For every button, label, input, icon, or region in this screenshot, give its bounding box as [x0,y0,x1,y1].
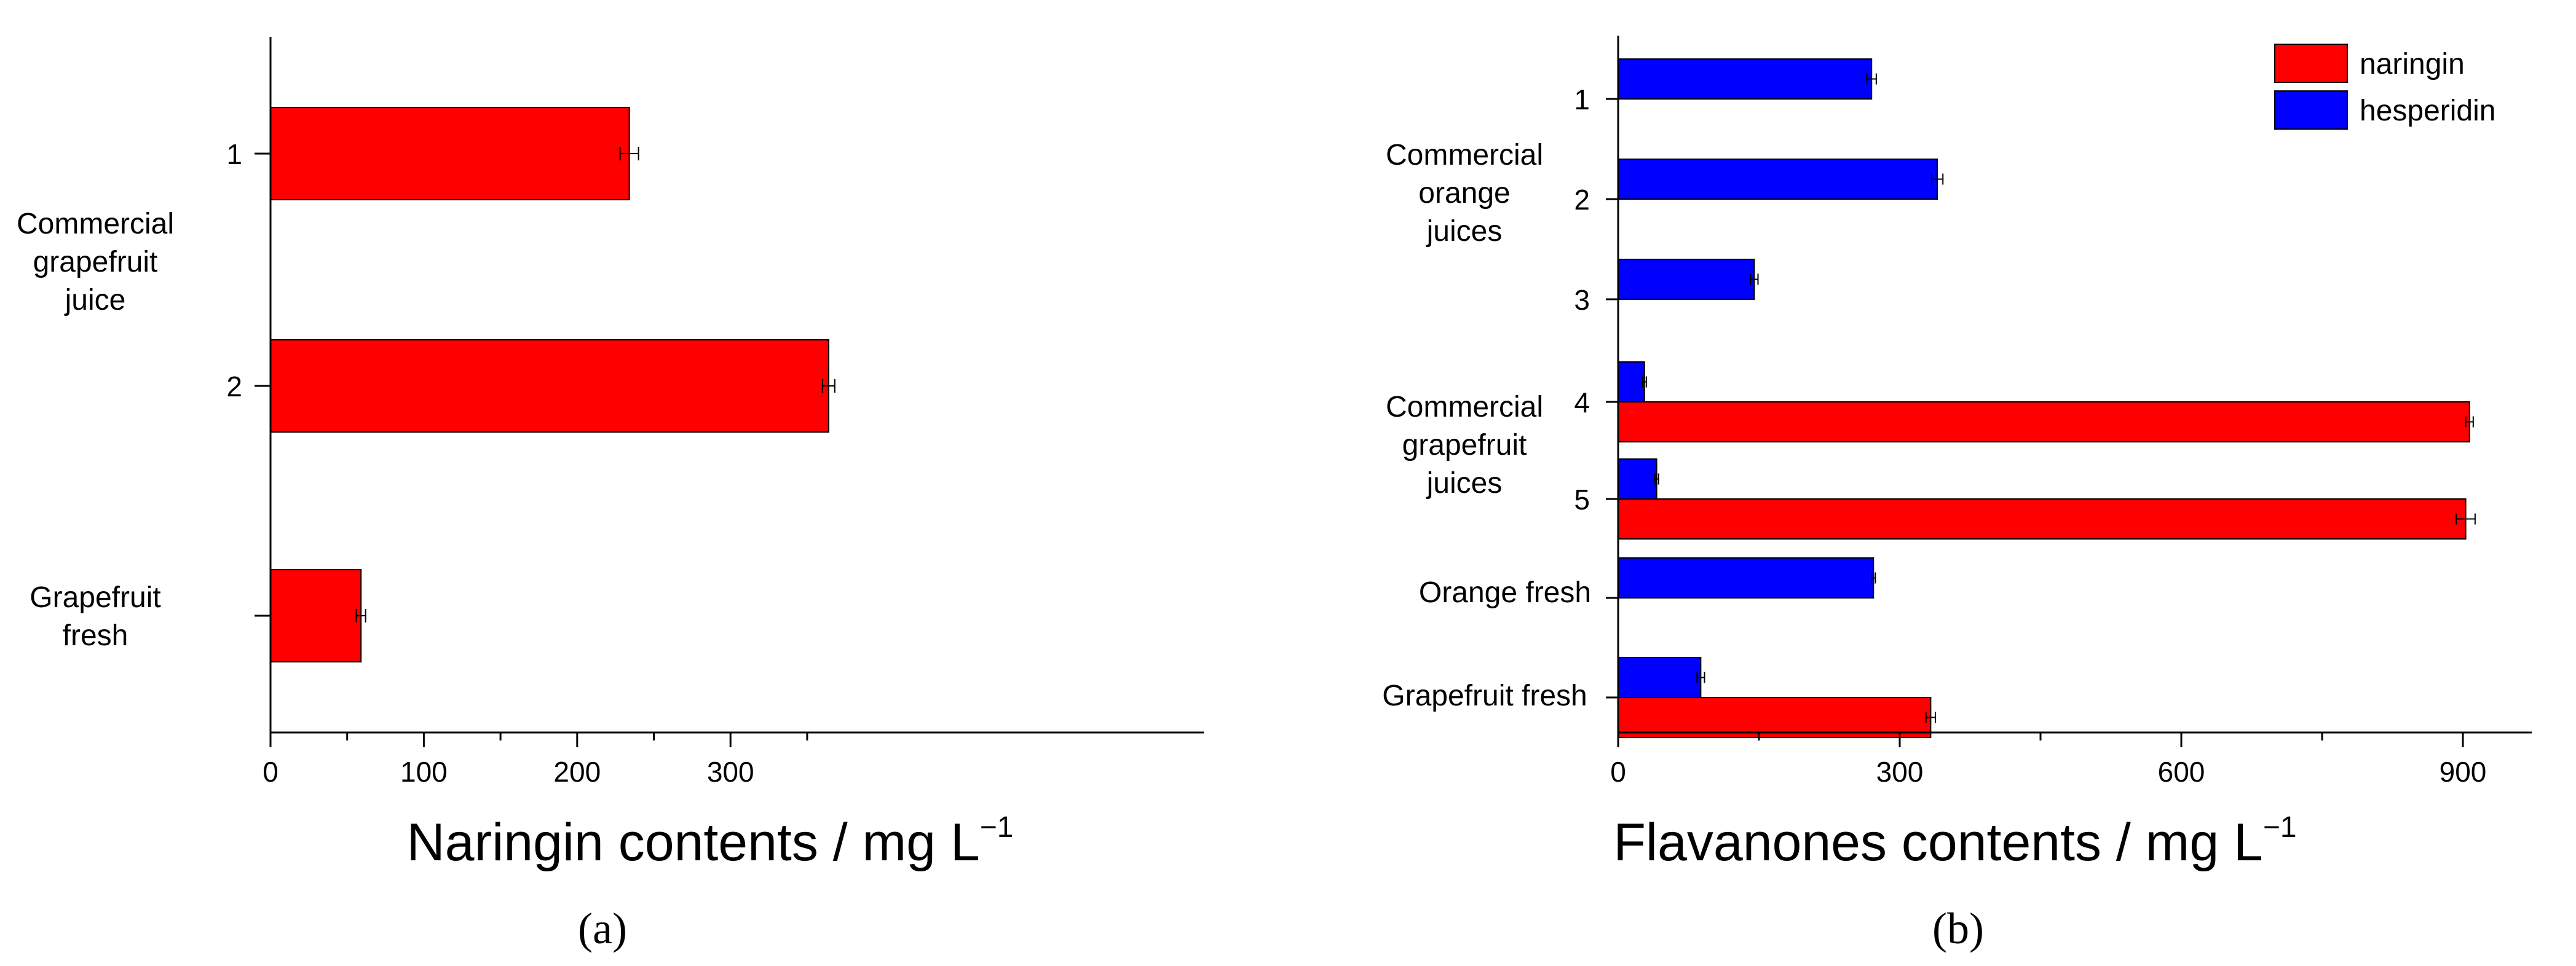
x-tick-label-300: 300 [1876,756,1924,788]
group-label-line: juices [1426,467,1503,500]
x-tick-label-600: 600 [2158,756,2205,788]
legend-label-naringin: naringin [2360,48,2465,80]
bar-naringin-3 [270,569,362,662]
error-bar-naringin-3 [355,609,366,622]
group-label-3: Orange fresh [1419,576,1591,609]
error-bar-hesperidin-4 [1642,376,1647,388]
panel-a-group-labels: Commercial grapefruit juice Grapefruit fresh [17,208,174,652]
bar-hesperidin-1 [1618,58,1873,100]
x-tick-label-100: 100 [400,756,448,788]
error-bar-hesperidin-2 [1930,173,1944,185]
panel-b-x-axis-title: Flavanones contents / mg L−1 [1613,811,2296,872]
error-bar-hesperidin-1 [1866,73,1877,85]
group-label-2: Grapefruit fresh [30,581,160,652]
bar-naringin-4 [1618,401,2470,442]
panel-b-legend: naringin hesperidin [2274,44,2495,130]
bar-naringin-5 [1618,498,2467,540]
legend-label-hesperidin: hesperidin [2360,95,2495,127]
legend-swatch-hesperidin [2274,90,2348,130]
group-label-line: Orange fresh [1419,576,1591,609]
bar-hesperidin-3 [1618,259,1755,300]
x-tick-label-900: 900 [2440,756,2487,788]
panel-b-category-labels: 1 2 3 4 5 [1574,84,1590,516]
panel-b-group-labels: Commercial orange juices Commercial grapefru… [1382,139,1591,712]
category-label-3: 3 [1574,284,1590,316]
bar-hesperidin-5 [1618,458,1657,500]
error-bar-hesperidin-6 [1871,572,1876,584]
bar-hesperidin-2 [1618,159,1938,200]
error-bar-naringin-2 [821,379,836,393]
bar-naringin-1 [270,107,630,200]
panel-a-bars [270,107,836,662]
group-label-line: Commercial [1386,391,1543,423]
group-label-1: Commercial orange juices [1386,139,1543,248]
bar-naringin-2 [270,339,829,433]
group-label-4: Grapefruit fresh [1382,680,1587,712]
group-label-line: grapefruit [1402,429,1527,461]
panel-a-x-axis-title: Naringin contents / mg L−1 [407,811,1014,872]
error-bar-naringin-1 [619,147,639,160]
panel-a: 0 100 200 300 12 Commercial grapefruit juiceG… [17,37,1204,953]
bar-hesperidin-6 [1618,557,1875,599]
group-label-line: Commercial [1386,139,1543,171]
x-tick-label-200: 200 [553,756,601,788]
bar-hesperidin-4 [1618,361,1645,402]
panel-b-bars [1618,58,2476,738]
error-bar-hesperidin-3 [1750,273,1759,285]
category-label-2: 2 [1574,184,1590,216]
category-label-1: 1 [226,138,242,170]
group-label-line: juices [1426,215,1503,248]
bar-naringin-7 [1618,697,1932,738]
panel-b-label: (b) [1932,904,1984,953]
error-bar-naringin-5 [2455,513,2476,525]
error-bar-hesperidin-5 [1654,473,1659,485]
group-label-2: Commercial grapefruit juices [1386,391,1543,500]
category-label-5: 5 [1574,484,1590,516]
group-label-line: grapefruit [33,246,158,278]
category-label-4: 4 [1574,387,1590,418]
error-bar-naringin-7 [1925,712,1937,723]
panel-b-ticks: 0 300 600 900 [1606,36,2532,788]
x-tick-label-0: 0 [263,756,279,788]
error-bar-hesperidin-7 [1696,672,1705,683]
x-tick-label-300: 300 [707,756,754,788]
panel-a-ticks: 0 100 200 300 [255,37,1204,788]
panel-a-category-labels: 12 [226,138,242,402]
x-tick-label-0: 0 [1610,756,1626,788]
legend-swatch-naringin [2274,44,2348,83]
category-label-1: 1 [1574,84,1590,116]
group-label-line: Grapefruit [30,581,160,614]
group-label-line: Commercial [17,208,174,240]
group-label-line: orange [1418,177,1510,210]
error-bar-naringin-4 [2465,416,2474,428]
group-label-line: fresh [63,619,128,652]
group-label-line: Grapefruit fresh [1382,680,1587,712]
panel-a-label: (a) [578,904,627,953]
category-label-2: 2 [226,371,242,402]
group-label-1: Commercial grapefruit juice [17,208,174,316]
group-label-line: juice [64,284,126,316]
bar-hesperidin-7 [1618,657,1702,698]
